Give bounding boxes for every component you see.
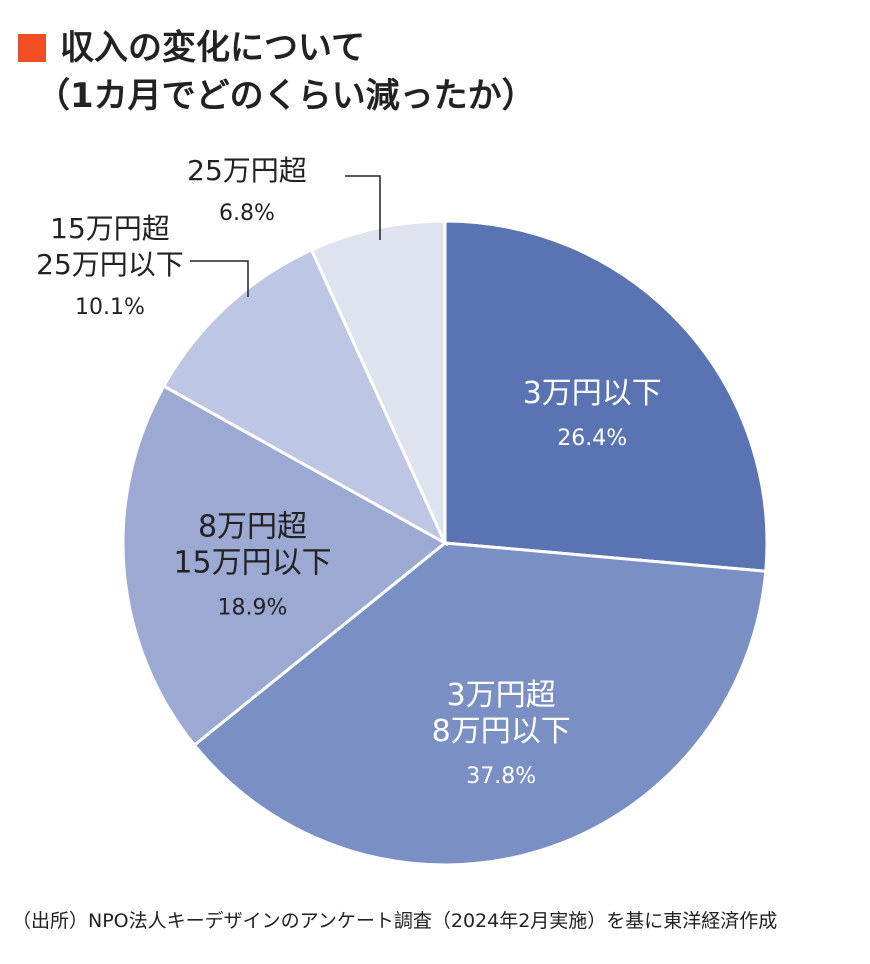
title-line-1: 収入の変化について [60, 28, 365, 68]
pie-slice [192, 541, 768, 867]
title-marker [18, 34, 46, 62]
leader-line [190, 260, 249, 297]
source-note: （出所）NPO法人キーデザインのアンケート調査（2024年2月実施）を基に東洋経… [12, 910, 778, 932]
pie-slice [161, 247, 449, 547]
slice-label: 25万円超 [187, 154, 307, 187]
slice-value: 10.1% [75, 295, 145, 320]
pie-slice [121, 384, 448, 748]
slice-label: 15万円超 [50, 212, 170, 245]
slice-label: 3万円超 [447, 678, 556, 713]
slice-label: 8万円以下 [432, 714, 571, 749]
slice-value: 18.9% [218, 595, 288, 620]
leader-line [345, 175, 381, 240]
pie-slice [443, 219, 769, 573]
slice-value: 37.8% [466, 764, 536, 789]
slice-value: 6.8% [219, 201, 275, 226]
slice-label: 15万円以下 [173, 545, 331, 580]
slice-label: 25万円以下 [36, 248, 184, 281]
pie-slice [309, 219, 447, 544]
slice-label: 3万円以下 [523, 376, 662, 411]
title-line-2: （1カ月でどのくらい減ったか） [36, 76, 536, 116]
slice-label: 8万円超 [198, 509, 307, 544]
slice-value: 26.4% [557, 426, 627, 451]
